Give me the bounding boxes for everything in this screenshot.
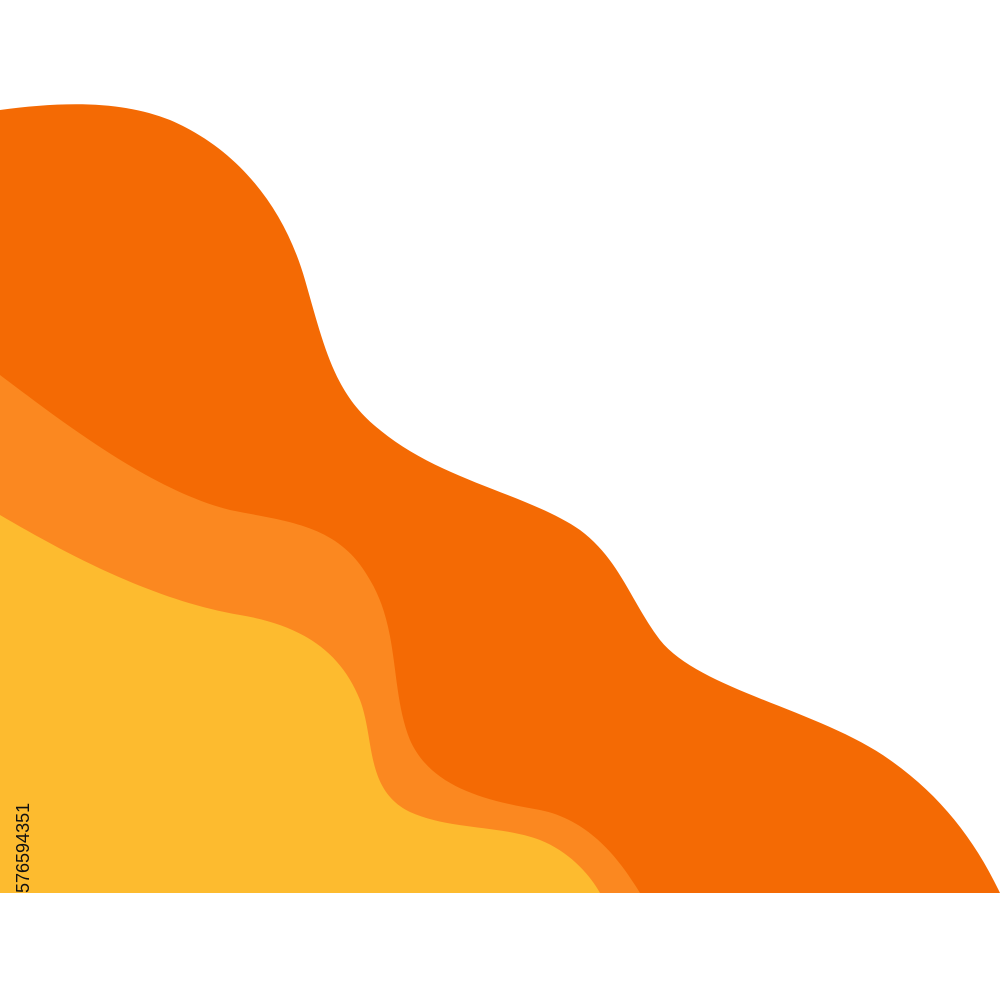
stock-id: 576594351 xyxy=(13,803,33,893)
yellow-wave xyxy=(0,515,600,893)
